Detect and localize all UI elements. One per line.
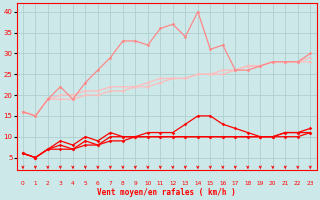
X-axis label: Vent moyen/en rafales ( km/h ): Vent moyen/en rafales ( km/h ) — [97, 188, 236, 197]
